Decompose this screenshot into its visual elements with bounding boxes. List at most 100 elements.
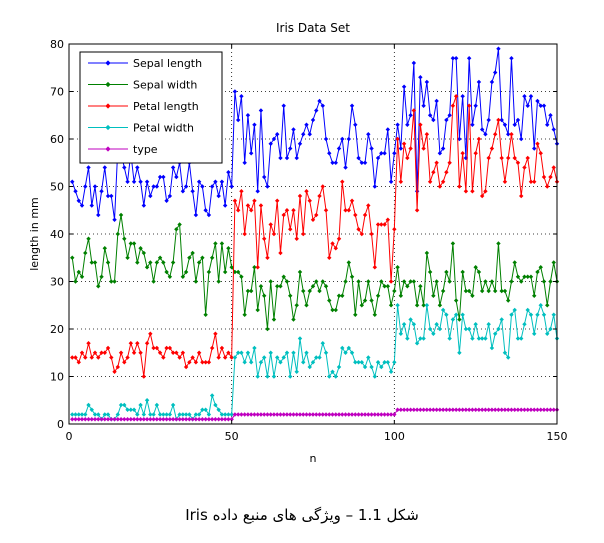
data-point	[525, 103, 530, 108]
data-point	[356, 227, 361, 232]
data-point	[437, 184, 443, 189]
data-point	[434, 160, 439, 165]
data-point	[483, 132, 488, 137]
data-point	[122, 360, 127, 365]
data-point	[519, 336, 524, 341]
data-point	[411, 108, 417, 113]
data-point	[323, 412, 329, 417]
data-point	[486, 322, 491, 327]
data-point	[135, 165, 140, 170]
data-point	[450, 317, 456, 322]
data-point	[421, 103, 426, 108]
x-axis-label: n	[310, 452, 317, 465]
data-point	[115, 417, 120, 422]
data-point	[235, 208, 241, 213]
data-point	[131, 350, 137, 355]
data-point	[408, 146, 413, 151]
series-line	[72, 96, 558, 377]
data-point	[200, 417, 205, 422]
data-point	[222, 355, 228, 360]
data-point	[538, 303, 543, 308]
series-layer	[70, 46, 560, 422]
data-point	[252, 198, 257, 203]
data-point	[382, 222, 387, 227]
data-point	[141, 417, 147, 422]
data-point	[307, 412, 312, 417]
data-point	[535, 141, 540, 146]
data-point	[548, 174, 553, 180]
data-point	[206, 212, 212, 218]
data-point	[450, 103, 456, 108]
data-point	[219, 241, 225, 246]
data-point	[275, 132, 280, 137]
data-point	[327, 298, 332, 303]
data-point	[388, 179, 394, 184]
data-point	[151, 184, 156, 189]
data-point	[232, 412, 238, 417]
data-point	[460, 151, 465, 156]
data-point	[252, 122, 257, 127]
data-point	[473, 322, 478, 327]
data-point	[86, 417, 91, 422]
data-point	[476, 136, 482, 142]
data-point	[492, 288, 498, 294]
data-point	[372, 374, 378, 379]
data-point	[307, 288, 312, 294]
data-point	[519, 407, 524, 412]
data-point	[362, 212, 368, 218]
data-point	[170, 417, 176, 422]
data-point	[362, 160, 368, 165]
data-point	[144, 341, 150, 346]
data-point	[102, 417, 107, 422]
data-point	[359, 231, 364, 237]
data-point	[535, 269, 540, 275]
data-point	[235, 350, 241, 355]
data-point	[450, 56, 456, 61]
legend-item: Sepal width	[88, 79, 197, 92]
data-point	[138, 179, 143, 184]
data-point	[502, 407, 508, 412]
data-point	[183, 417, 189, 422]
data-point	[470, 293, 475, 298]
data-point	[252, 265, 257, 270]
data-point	[177, 412, 182, 417]
data-point	[96, 417, 101, 422]
data-point	[167, 412, 173, 417]
data-point	[304, 412, 309, 417]
data-point	[271, 136, 277, 142]
data-point	[489, 279, 495, 284]
data-point	[183, 184, 189, 189]
data-point	[447, 113, 452, 118]
data-point	[398, 331, 404, 336]
data-point	[545, 122, 550, 127]
data-point	[515, 274, 521, 279]
legend-label: Sepal width	[133, 79, 197, 92]
data-point	[522, 165, 527, 170]
data-point	[431, 293, 436, 298]
data-point	[148, 193, 153, 199]
data-point	[161, 174, 166, 180]
legend-label: Sepal length	[133, 57, 202, 70]
data-point	[79, 417, 85, 422]
legend: Sepal length Sepal width Petal length Petal…	[79, 51, 223, 164]
data-point	[340, 412, 345, 417]
data-point	[242, 360, 247, 365]
data-point	[161, 412, 166, 417]
data-point	[248, 288, 254, 294]
data-point	[196, 350, 202, 355]
data-point	[167, 417, 173, 422]
data-point	[349, 412, 355, 417]
data-point	[356, 155, 361, 161]
data-point	[489, 146, 495, 151]
data-point	[174, 417, 179, 422]
data-point	[411, 60, 417, 66]
data-point	[301, 132, 306, 137]
data-point	[76, 417, 81, 422]
data-point	[470, 189, 475, 194]
data-point	[515, 336, 521, 341]
data-point	[92, 260, 98, 265]
data-point	[196, 179, 202, 184]
data-point	[398, 293, 404, 298]
data-point	[141, 203, 147, 208]
data-point	[92, 184, 98, 189]
